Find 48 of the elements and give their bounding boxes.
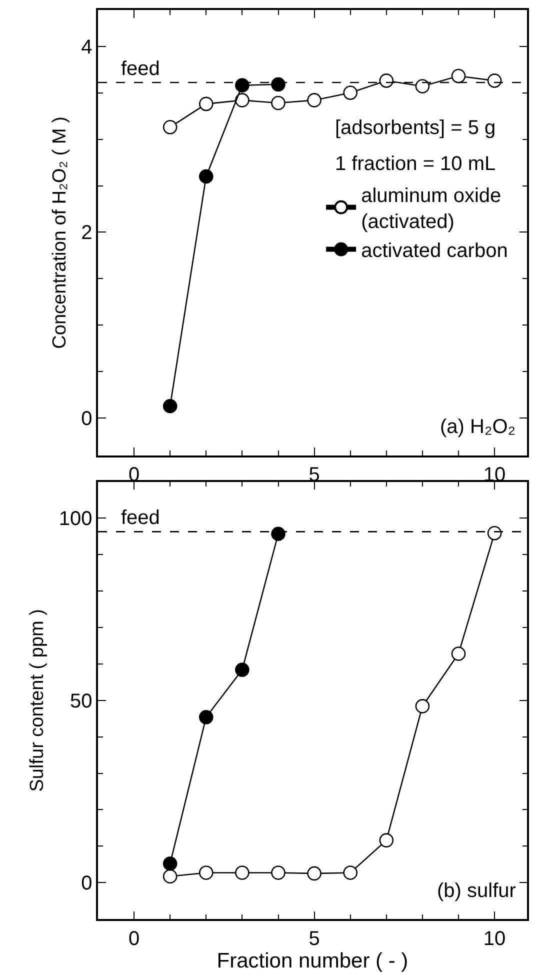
ref-line-label: feed (121, 58, 160, 80)
point (487, 74, 502, 88)
point (379, 74, 394, 88)
point (235, 93, 250, 108)
point (487, 526, 502, 540)
point (307, 93, 322, 108)
annotation: 1 fraction = 10 mL (335, 153, 496, 175)
y-axis-title: Sulfur content ( ppm ) (27, 609, 48, 792)
y-axis-title: Concentration of H₂O₂ ( M ) (49, 116, 70, 349)
legend-label: aluminum oxide (activated) (361, 185, 502, 234)
point (199, 96, 214, 112)
y-tick-label: 50 (70, 690, 92, 712)
point (271, 526, 286, 542)
point (235, 866, 250, 880)
point (271, 77, 286, 92)
y-tick-label: 4 (81, 36, 92, 58)
y-tick-label: 100 (58, 508, 92, 530)
annotation: (b) sulfur (437, 880, 516, 902)
point (271, 96, 286, 110)
point (162, 869, 178, 884)
x-tick-label: 0 (128, 928, 140, 950)
point (199, 866, 214, 880)
point (451, 68, 466, 84)
point (415, 699, 430, 714)
point (162, 398, 178, 414)
point (307, 866, 322, 881)
point (199, 710, 214, 724)
y-tick-label: 2 (81, 222, 92, 244)
point (199, 169, 214, 184)
point (451, 646, 466, 661)
point (271, 866, 286, 880)
annotation: [adsorbents] = 5 g (335, 117, 496, 139)
y-tick-label: 0 (81, 408, 92, 430)
y-tick-label: 0 (81, 872, 92, 895)
point (235, 78, 250, 92)
x-tick-label: 10 (483, 928, 506, 950)
point (343, 866, 358, 880)
annotation: (a) H₂O₂ (440, 416, 516, 438)
point (343, 86, 358, 100)
x-axis-title: Fraction number ( - ) (216, 950, 408, 973)
point (162, 856, 178, 871)
point (162, 120, 178, 134)
x-tick-label: 5 (308, 928, 320, 950)
point (415, 79, 430, 94)
point (379, 833, 394, 848)
legend-label: activated carbon (361, 240, 508, 262)
point (235, 662, 250, 677)
ref-line-label: feed (121, 507, 160, 529)
